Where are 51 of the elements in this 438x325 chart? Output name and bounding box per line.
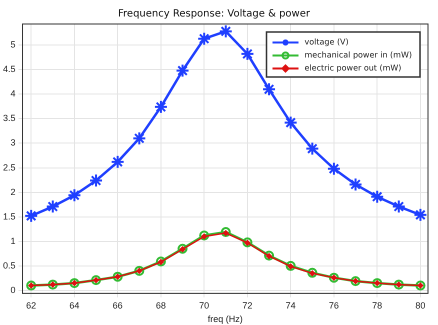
y-tick-label: 4 [10,88,16,99]
point [242,237,252,248]
y-tick-label: 2 [10,186,16,197]
x-tick-label: 72 [242,300,252,310]
point [110,154,125,169]
y-tick-label: 4.5 [2,64,16,74]
x-tick-label: 78 [372,300,382,310]
y-tick-label: 3.5 [2,113,16,124]
point [305,142,320,156]
y-tick-label: 0.5 [2,260,16,270]
point [46,200,60,214]
x-tick-label: 66 [112,300,123,310]
point [220,227,231,238]
chart-title: Frequency Response: Voltage & power [118,8,311,20]
x-tick-label: 62 [26,300,36,310]
x-tick-label: 74 [286,300,296,310]
x-tick-label: 70 [199,300,210,310]
point [197,32,212,46]
x-tick-label: 68 [156,300,166,310]
y-tick-label: 5 [10,40,16,50]
point [178,244,188,254]
legend-label: electric power out (mW) [304,64,402,73]
point [326,162,341,176]
x-tick-label: 80 [415,300,426,310]
point [24,208,38,223]
y-tick-label: 1 [10,236,16,246]
x-tick-label: 76 [328,300,339,310]
y-tick-label: 2.5 [2,162,16,172]
point [262,82,276,96]
point [348,177,363,192]
legend-label: mechanical power in (mW) [304,50,412,60]
legend-label: voltage (V) [304,38,349,47]
point [132,131,146,146]
point [154,100,168,114]
point [307,268,318,278]
point [199,230,210,240]
y-tick-label: 1.5 [2,211,16,222]
point [284,116,298,130]
y-tick-label: 0 [10,284,16,295]
y-tick-label: 3 [10,138,16,148]
point [286,260,296,271]
point [370,190,384,204]
x-tick-label: 64 [69,300,80,310]
x-axis-title: freq (Hz) [208,314,243,324]
point [413,208,428,222]
point [67,188,82,202]
point [392,200,406,214]
point [176,64,190,78]
point [89,174,104,188]
point [240,46,254,61]
point [218,24,233,38]
